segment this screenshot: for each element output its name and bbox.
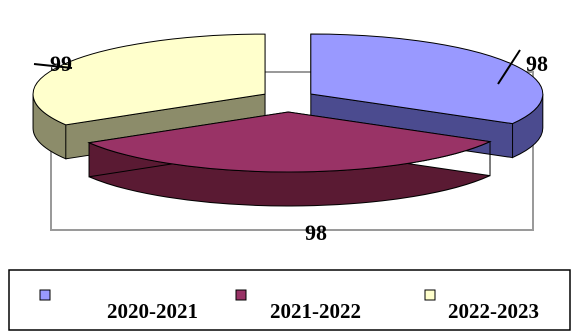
legend-swatch-2021-2022 [235,289,247,301]
data-label-2020-2021: 98 [526,51,548,76]
data-label-2021-2022: 98 [305,220,327,245]
legend-frame [8,269,571,331]
legend-label-2022-2023: 2022-2023 [448,299,539,323]
leader-line-2020-2021 [497,49,521,85]
legend-swatch-2020-2021 [39,289,51,301]
leader-line-2022-2023 [33,63,73,69]
pie-slice-2021-2022 [87,111,492,207]
data-label-2022-2023: 99 [50,51,72,76]
legend-swatch-2022-2023 [424,289,436,301]
legend-label-2020-2021: 2020-2021 [107,299,198,323]
legend-label-2021-2022: 2021-2022 [270,299,361,323]
